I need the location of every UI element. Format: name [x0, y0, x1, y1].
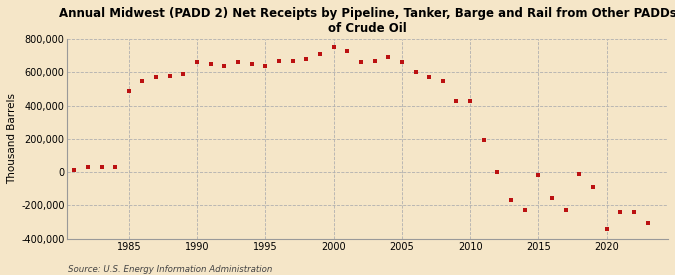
Point: [424, 75, 435, 79]
Point: [82, 165, 93, 169]
Point: [615, 210, 626, 214]
Point: [451, 98, 462, 103]
Point: [506, 197, 516, 202]
Point: [492, 170, 503, 174]
Point: [533, 173, 544, 178]
Point: [205, 62, 216, 66]
Point: [288, 58, 298, 63]
Point: [342, 48, 352, 53]
Point: [273, 58, 284, 63]
Title: Annual Midwest (PADD 2) Net Receipts by Pipeline, Tanker, Barge and Rail from Ot: Annual Midwest (PADD 2) Net Receipts by …: [59, 7, 675, 35]
Point: [96, 165, 107, 169]
Point: [315, 52, 325, 56]
Point: [69, 168, 80, 173]
Point: [301, 57, 312, 61]
Point: [642, 221, 653, 225]
Point: [110, 165, 121, 169]
Point: [464, 98, 475, 103]
Point: [560, 208, 571, 213]
Point: [260, 63, 271, 68]
Point: [587, 185, 598, 189]
Point: [124, 88, 134, 93]
Point: [547, 196, 558, 200]
Point: [233, 60, 244, 64]
Point: [137, 78, 148, 83]
Point: [219, 64, 230, 68]
Point: [410, 70, 421, 75]
Point: [519, 208, 530, 213]
Y-axis label: Thousand Barrels: Thousand Barrels: [7, 93, 17, 184]
Point: [383, 55, 394, 59]
Text: Source: U.S. Energy Information Administration: Source: U.S. Energy Information Administ…: [68, 265, 272, 274]
Point: [628, 210, 639, 214]
Point: [178, 72, 189, 76]
Point: [151, 75, 161, 79]
Point: [165, 73, 176, 78]
Point: [356, 60, 367, 64]
Point: [574, 172, 585, 176]
Point: [437, 78, 448, 83]
Point: [192, 60, 202, 64]
Point: [479, 138, 489, 142]
Point: [246, 62, 257, 66]
Point: [396, 60, 407, 64]
Point: [369, 58, 380, 63]
Point: [328, 45, 339, 50]
Point: [601, 227, 612, 231]
